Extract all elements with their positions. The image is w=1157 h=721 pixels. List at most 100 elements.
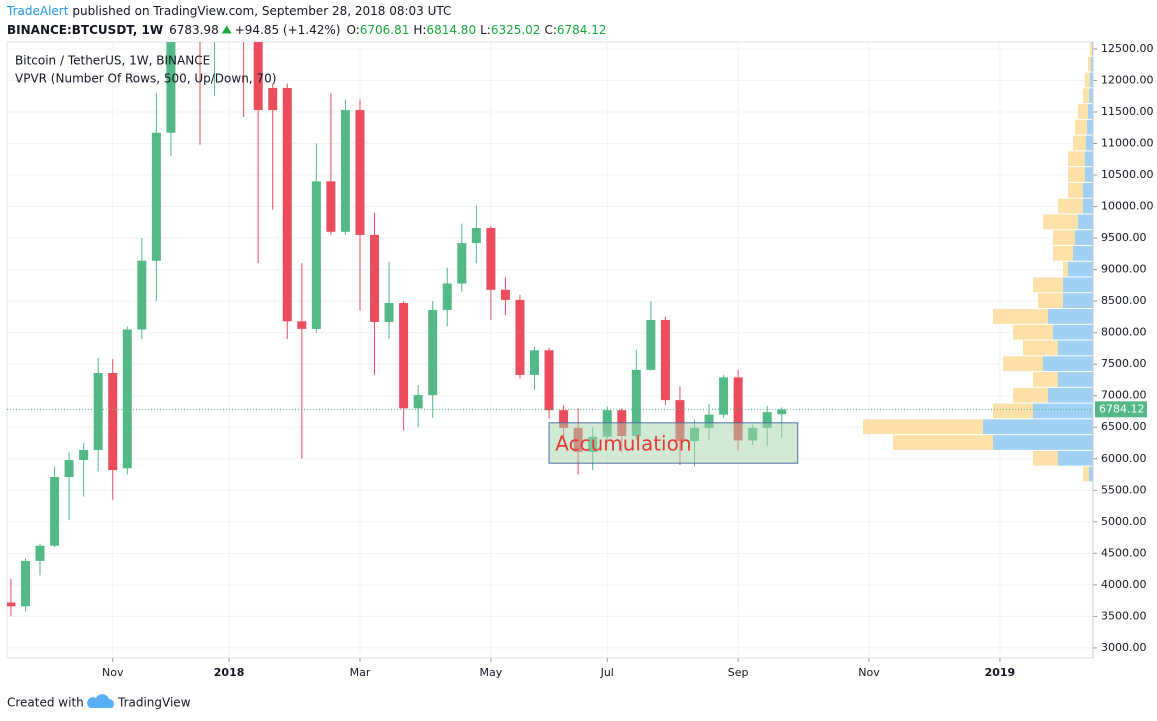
- profile-down: [1003, 356, 1043, 372]
- x-tick-label: 2019: [985, 666, 1016, 679]
- profile-down: [1053, 245, 1073, 261]
- legend-indicator: VPVR (Number Of Rows, 500, Up/Down, 70): [15, 72, 276, 86]
- y-tick-label: 9000.00: [1101, 263, 1147, 276]
- annotation-box: [548, 422, 799, 464]
- candle-body: [559, 410, 569, 428]
- candle-body: [7, 602, 16, 607]
- candle-body: [544, 350, 554, 411]
- tradingview-logo: [87, 694, 115, 708]
- profile-down: [1078, 104, 1088, 119]
- candle-body: [471, 227, 481, 244]
- author[interactable]: TradeAlert: [6, 4, 69, 18]
- profile-down: [1068, 167, 1085, 182]
- x-tick-label: Jul: [600, 666, 614, 679]
- candle-body: [442, 283, 452, 310]
- published: published on TradingView.com, September …: [72, 4, 451, 18]
- footer-brand[interactable]: TradingView: [117, 696, 191, 710]
- candle-body: [108, 373, 118, 471]
- profile-down: [1058, 198, 1083, 214]
- candle-body: [122, 329, 132, 469]
- profile-up: [1063, 293, 1093, 309]
- y-tick-label: 11500.00: [1101, 105, 1154, 118]
- profile-up: [1078, 214, 1093, 230]
- profile-down: [1013, 324, 1053, 340]
- candle-body: [326, 181, 336, 232]
- ohlc-value: 6325.02: [491, 23, 541, 37]
- up-arrow: [221, 25, 232, 34]
- change: +94.85 (+1.42%): [235, 23, 341, 37]
- profile-down: [1063, 261, 1068, 277]
- candle-body: [166, 42, 176, 133]
- candle-body: [631, 369, 641, 437]
- y-tick-label: 10500.00: [1101, 168, 1154, 181]
- price-label: 6784.12: [1099, 402, 1145, 415]
- candle-body: [500, 289, 510, 300]
- ohlc-value: 6706.81: [360, 23, 410, 37]
- candle-body: [137, 260, 147, 330]
- last-price: 6783.98: [169, 23, 219, 37]
- profile-down: [993, 309, 1048, 324]
- candle-body: [20, 560, 30, 607]
- candle-body: [646, 320, 656, 370]
- y-tick-label: 5000.00: [1101, 515, 1147, 528]
- profile-up: [1048, 309, 1093, 324]
- ohlc-value: 6814.80: [426, 23, 476, 37]
- legend-series: Bitcoin / TetherUS, 1W, BINANCE: [15, 54, 210, 68]
- y-tick-label: 8000.00: [1101, 326, 1147, 339]
- candle-body: [428, 309, 438, 396]
- candle-body: [151, 132, 161, 261]
- profile-up: [1089, 466, 1093, 482]
- profile-up: [1088, 104, 1093, 119]
- profile-down: [1073, 135, 1086, 151]
- profile-up: [993, 435, 1093, 450]
- profile-up: [1091, 56, 1093, 72]
- x-tick-label: Mar: [350, 666, 371, 679]
- candle-body: [762, 412, 772, 428]
- x-tick-label: Nov: [858, 666, 880, 679]
- y-tick-label: 3500.00: [1101, 609, 1147, 622]
- candle-body: [297, 321, 307, 329]
- y-tick-label: 8500.00: [1101, 294, 1147, 307]
- header-line: TradeAlert published on TradingView.com, …: [6, 4, 451, 18]
- candle-body: [311, 181, 321, 329]
- profile-up: [1048, 387, 1093, 403]
- profile-down: [1068, 182, 1083, 198]
- profile-up: [1068, 261, 1093, 277]
- candle-body: [340, 110, 350, 232]
- profile-up: [1053, 324, 1093, 340]
- candle-body: [704, 414, 714, 428]
- candle-body: [282, 88, 292, 322]
- profile-up: [1087, 119, 1093, 135]
- candle-body: [660, 320, 670, 401]
- annotation: Accumulation: [548, 422, 799, 464]
- y-tick-label: 3000.00: [1101, 641, 1147, 654]
- profile-up: [1089, 88, 1093, 104]
- profile-down: [893, 435, 993, 450]
- footer-created: Created with: [7, 696, 84, 710]
- profile-up: [1083, 198, 1093, 214]
- candle-body: [733, 377, 743, 441]
- y-tick-label: 5500.00: [1101, 483, 1147, 496]
- profile-down: [1083, 88, 1089, 104]
- profile-up: [1075, 230, 1093, 245]
- y-tick-label: 7500.00: [1101, 357, 1147, 370]
- profile-down: [1038, 293, 1063, 309]
- profile-up: [1043, 356, 1093, 372]
- volume-profile: [863, 42, 1093, 482]
- candle-body: [384, 303, 394, 322]
- candle-body: [530, 350, 540, 375]
- symbol: BINANCE:BTCUSDT, 1W: [7, 23, 163, 37]
- profile-up: [1085, 167, 1093, 182]
- y-tick-label: 10000.00: [1101, 200, 1154, 213]
- x-tick-label: May: [480, 666, 503, 679]
- candle-body: [777, 409, 787, 415]
- y-tick-label: 6500.00: [1101, 420, 1147, 433]
- x-tick-label: 2018: [214, 666, 245, 679]
- axes: 3000.00 3500.00 4000.00 4500.00 5000.00 5500.…: [102, 42, 1153, 679]
- y-tick-label: 12500.00: [1101, 42, 1154, 55]
- profile-down: [1090, 42, 1092, 56]
- candle-body: [399, 303, 409, 409]
- profile-up: [1073, 245, 1093, 261]
- profile-up: [1083, 182, 1093, 198]
